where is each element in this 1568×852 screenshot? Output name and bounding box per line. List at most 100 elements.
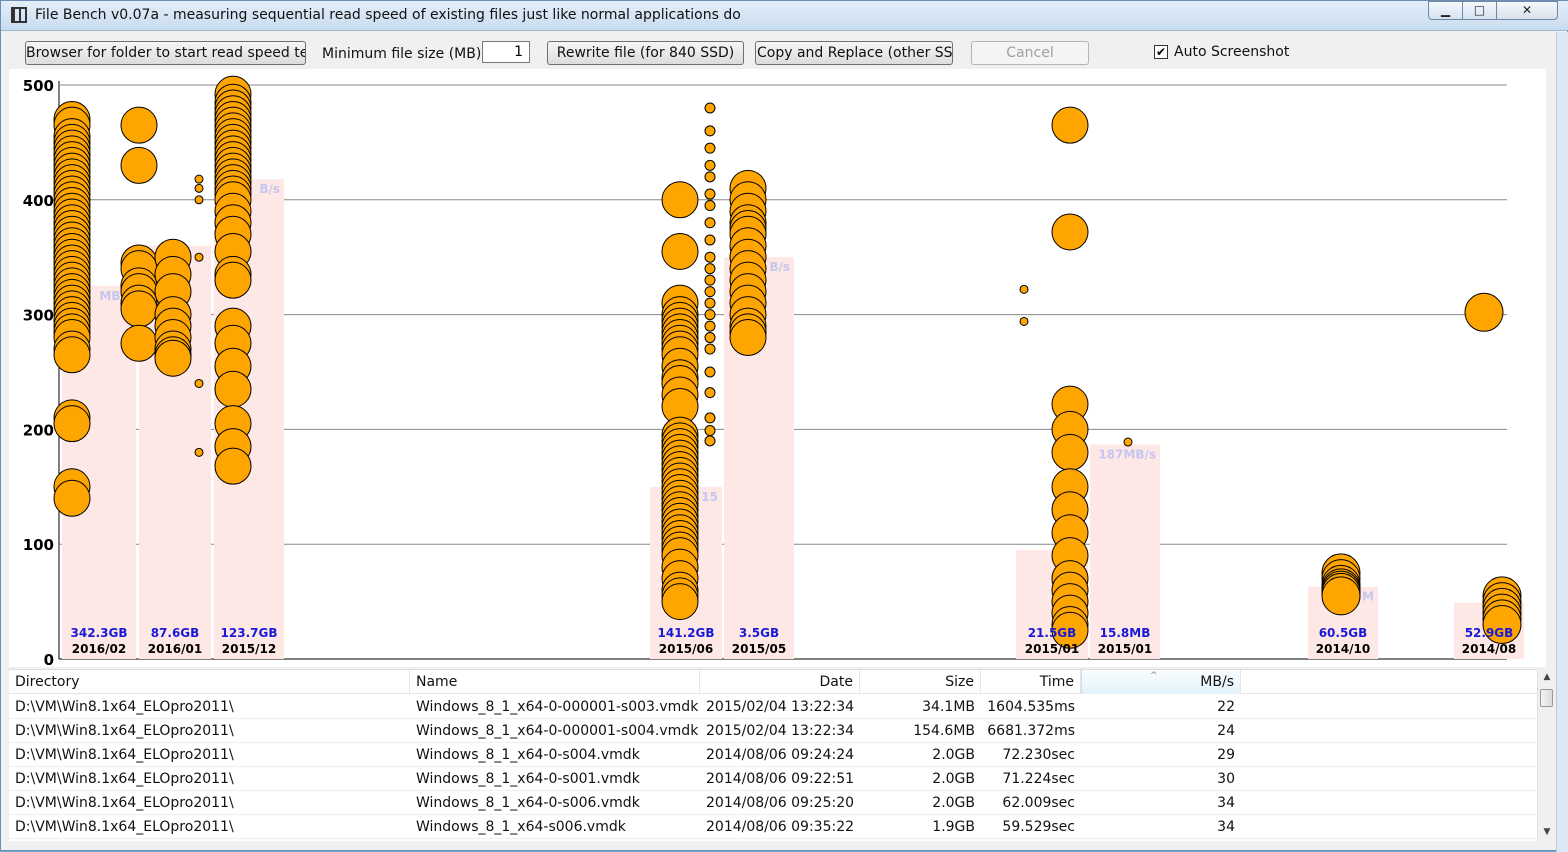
speed-point	[704, 320, 716, 332]
speed-point	[661, 232, 699, 270]
speed-point	[704, 125, 716, 137]
avg-speed-label: 187MB/s	[1098, 447, 1156, 461]
speed-point	[194, 195, 204, 205]
speed-point	[704, 159, 716, 171]
table-scrollbar[interactable]: ▲ ▼	[1537, 669, 1555, 841]
speed-point	[704, 102, 716, 114]
speed-point	[1051, 611, 1089, 649]
group-total-label: 15.8MB	[1100, 626, 1151, 640]
column-header-date[interactable]: Date	[700, 670, 860, 694]
avg-speed-band	[1090, 444, 1160, 659]
cell-date: 2014/08/06 09:35:22	[706, 819, 855, 835]
avg-speed-label: B/s	[259, 182, 280, 196]
scroll-down-icon[interactable]: ▼	[1543, 827, 1551, 837]
y-tick-label: 200	[23, 421, 54, 439]
cell-size: 2.0GB	[932, 771, 975, 787]
speed-point	[704, 142, 716, 154]
cell-mbps: 30	[1217, 771, 1235, 787]
checkmark-icon: ✔	[1155, 45, 1167, 59]
cell-mbps: 34	[1217, 819, 1235, 835]
cell-time: 71.224sec	[1002, 771, 1075, 787]
group-total-label: 52.9GB	[1465, 626, 1514, 640]
cancel-button[interactable]: Cancel	[971, 41, 1089, 65]
browse-folder-button[interactable]: Browser for folder to start read speed t…	[25, 41, 306, 65]
speed-point	[1321, 576, 1361, 616]
speed-point	[704, 297, 716, 309]
title-bar[interactable]: File Bench v0.07a - measuring sequential…	[1, 1, 1568, 31]
speed-point	[194, 252, 204, 262]
auto-screenshot-label: Auto Screenshot	[1174, 44, 1290, 60]
minimize-button[interactable]: ▁	[1428, 1, 1463, 20]
min-size-input[interactable]: 1	[482, 41, 530, 63]
column-header-size[interactable]: Size	[860, 670, 981, 694]
column-header-name[interactable]: Name	[410, 670, 700, 694]
table-row[interactable]: D:\VM\Win8.1x64_ELOpro2011\ Windows_8_1_x…	[9, 767, 1538, 791]
cell-size: 2.0GB	[932, 747, 975, 763]
cell-mbps: 22	[1217, 699, 1235, 715]
column-header-mbps-label: MB/s	[1200, 674, 1234, 690]
speed-point	[704, 332, 716, 344]
group-total-label: 3.5GB	[739, 626, 779, 640]
speed-point	[53, 479, 91, 517]
column-header-mbps[interactable]: ^ MB/s	[1081, 670, 1241, 694]
speed-point	[1464, 292, 1504, 332]
avg-speed-label: 15	[701, 490, 718, 504]
cell-time: 62.009sec	[1002, 795, 1075, 811]
cell-name: Windows_8_1_x64-0-s006.vmdk	[416, 795, 640, 811]
speed-point	[661, 181, 699, 219]
table-row[interactable]: D:\VM\Win8.1x64_ELOpro2011\ Windows_8_1_x…	[9, 743, 1538, 767]
cell-date: 2014/08/06 09:22:51	[706, 771, 855, 787]
speed-point	[194, 174, 204, 184]
avg-speed-label: B/s	[769, 260, 790, 274]
cell-mbps: 29	[1217, 747, 1235, 763]
copy-replace-button[interactable]: Copy and Replace (other SSD)	[755, 41, 953, 65]
sort-ascending-icon: ^	[1150, 671, 1158, 681]
scrollbar-thumb[interactable]	[1540, 689, 1553, 707]
speed-point	[194, 447, 204, 457]
table-row[interactable]: D:\VM\Win8.1x64_ELOpro2011\ Windows_8_1_x…	[9, 791, 1538, 815]
speed-point	[120, 324, 158, 362]
speed-point	[704, 200, 716, 212]
group-total-label: 342.3GB	[71, 626, 128, 640]
table-row[interactable]: D:\VM\Win8.1x64_ELOpro2011\ Windows_8_1_x…	[9, 695, 1538, 719]
group-date-label: 2015/12	[222, 642, 276, 656]
speed-point	[704, 309, 716, 321]
group-date-label: 2016/01	[148, 642, 202, 656]
group-total-label: 123.7GB	[221, 626, 278, 640]
table-row[interactable]: D:\VM\Win8.1x64_ELOpro2011\ Windows_8_1_x…	[9, 719, 1538, 743]
rewrite-file-button[interactable]: Rewrite file (for 840 SSD)	[547, 41, 744, 65]
group-date-label: 2015/01	[1025, 642, 1079, 656]
speed-point	[704, 343, 716, 355]
cell-directory: D:\VM\Win8.1x64_ELOpro2011\	[15, 747, 234, 763]
speed-point	[704, 171, 716, 183]
speed-point	[1019, 316, 1029, 326]
speed-point	[704, 251, 716, 263]
auto-screenshot-checkbox[interactable]: ✔	[1154, 45, 1168, 59]
cell-name: Windows_8_1_x64-0-s004.vmdk	[416, 747, 640, 763]
column-header-directory[interactable]: Directory	[9, 670, 410, 694]
speed-point	[704, 425, 716, 437]
cell-size: 34.1MB	[922, 699, 975, 715]
speed-point	[704, 387, 716, 399]
speed-point	[704, 234, 716, 246]
group-total-label: 21.5GB	[1028, 626, 1077, 640]
cell-size: 1.9GB	[932, 819, 975, 835]
speed-point	[53, 405, 91, 443]
table-header: Directory Name Date Size Time ^ MB/s	[9, 670, 1538, 694]
speed-point	[704, 366, 716, 378]
speed-point	[1019, 284, 1029, 294]
min-size-label: Minimum file size (MB):	[322, 46, 487, 62]
cell-time: 59.529sec	[1002, 819, 1075, 835]
cell-directory: D:\VM\Win8.1x64_ELOpro2011\	[15, 795, 234, 811]
column-header-time[interactable]: Time	[981, 670, 1081, 694]
scroll-up-icon[interactable]: ▲	[1543, 672, 1551, 682]
table-row[interactable]: D:\VM\Win8.1x64_ELOpro2011\ Windows_8_1_x…	[9, 815, 1538, 839]
file-table[interactable]: Directory Name Date Size Time ^ MB/s D:\…	[9, 669, 1538, 841]
speed-chart: 0100200300400500MB/sB/s15B/s95M187MB/s63…	[9, 69, 1546, 669]
speed-point	[53, 336, 91, 374]
close-button[interactable]: ✕	[1496, 1, 1558, 20]
speed-point	[1051, 106, 1089, 144]
speed-point	[120, 106, 158, 144]
maximize-button[interactable]: □	[1462, 1, 1497, 20]
